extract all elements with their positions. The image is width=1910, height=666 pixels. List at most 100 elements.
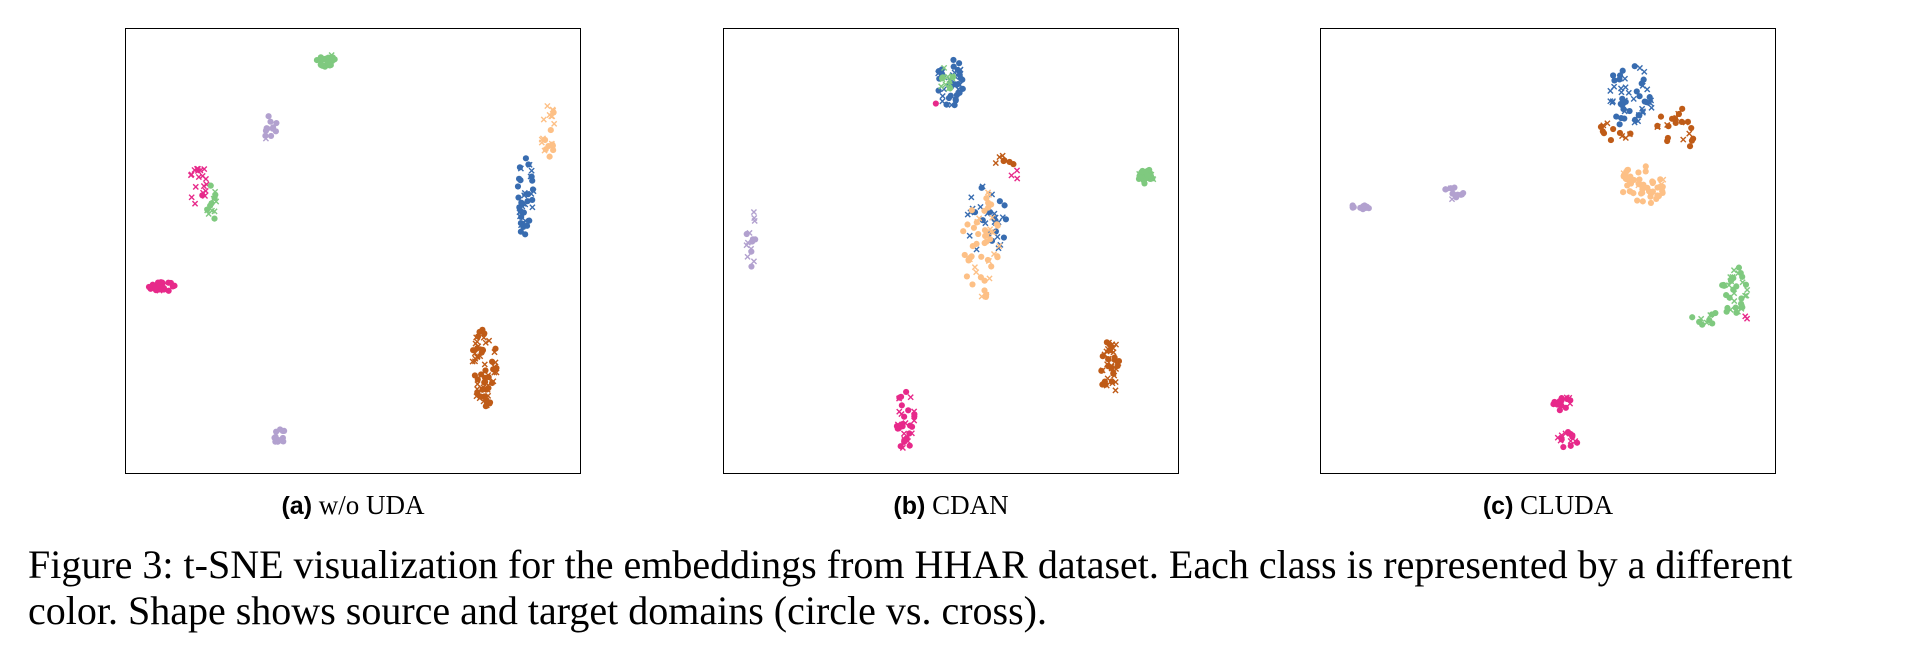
target-point-cross xyxy=(1675,110,1682,117)
source-point-circle xyxy=(1627,130,1634,137)
source-point-circle xyxy=(956,60,963,67)
point-cluster xyxy=(1550,394,1574,414)
point-cluster xyxy=(1554,428,1581,451)
target-point-cross xyxy=(482,339,489,346)
source-point-circle xyxy=(1636,93,1643,100)
source-point-circle xyxy=(961,251,968,259)
target-point-cross xyxy=(894,421,901,428)
point-cluster xyxy=(187,165,210,207)
target-point-cross xyxy=(1008,172,1015,179)
target-point-cross xyxy=(1630,95,1637,102)
subcaption-a: (a) w/o UDA xyxy=(125,490,581,521)
target-point-cross xyxy=(1566,400,1574,407)
target-point-cross xyxy=(957,66,964,73)
target-point-cross xyxy=(743,242,750,249)
source-point-circle xyxy=(983,195,990,202)
target-point-cross xyxy=(996,242,1003,250)
source-point-circle xyxy=(481,374,489,381)
target-point-cross xyxy=(899,444,906,451)
source-point-circle xyxy=(1141,180,1148,187)
source-point-circle xyxy=(1616,129,1624,136)
source-point-circle xyxy=(1098,367,1105,374)
source-point-circle xyxy=(939,74,946,81)
tsne-plot-wo-uda xyxy=(125,28,581,474)
source-point-circle xyxy=(1610,125,1617,133)
target-point-cross xyxy=(1567,437,1574,445)
source-point-circle xyxy=(1349,203,1356,211)
source-point-circle xyxy=(905,407,912,414)
target-point-cross xyxy=(201,165,208,173)
source-point-circle xyxy=(1610,72,1617,79)
source-point-circle xyxy=(1626,107,1633,115)
target-point-cross xyxy=(911,408,918,415)
source-point-circle xyxy=(898,402,905,409)
source-point-circle xyxy=(1607,136,1615,144)
target-point-cross xyxy=(973,269,980,276)
source-point-circle xyxy=(1357,204,1364,211)
source-point-circle xyxy=(319,62,326,69)
source-point-circle xyxy=(1642,168,1649,175)
source-point-circle xyxy=(1105,363,1112,370)
source-point-circle xyxy=(275,436,282,444)
source-point-circle xyxy=(985,204,992,211)
point-cluster xyxy=(1689,309,1719,328)
source-point-circle xyxy=(1742,281,1750,288)
source-point-circle xyxy=(279,427,286,435)
source-point-circle xyxy=(482,403,489,410)
source-point-circle xyxy=(981,227,989,234)
source-point-circle xyxy=(901,437,908,444)
target-point-cross xyxy=(996,153,1003,161)
source-point-circle xyxy=(1000,234,1008,241)
target-point-cross xyxy=(938,83,945,90)
source-point-circle xyxy=(514,183,522,190)
target-point-cross xyxy=(1622,84,1629,91)
target-point-cross xyxy=(994,233,1001,240)
target-point-cross xyxy=(469,358,476,365)
tsne-plot-cdan-canvas xyxy=(743,56,1157,451)
source-point-circle xyxy=(951,102,958,109)
point-cluster xyxy=(1349,202,1372,213)
source-point-circle xyxy=(1144,172,1151,180)
point-cluster xyxy=(1442,184,1467,203)
source-point-circle xyxy=(1735,264,1743,271)
source-point-circle xyxy=(1633,88,1640,95)
target-point-cross xyxy=(900,430,908,437)
source-point-circle xyxy=(208,200,215,207)
target-point-cross xyxy=(1112,387,1119,394)
target-point-cross xyxy=(551,120,558,127)
target-point-cross xyxy=(986,275,993,282)
target-point-cross xyxy=(1110,345,1117,352)
target-point-cross xyxy=(1639,82,1646,89)
point-cluster xyxy=(960,189,1003,301)
point-cluster xyxy=(1719,264,1751,316)
source-point-circle xyxy=(1654,122,1661,129)
source-point-circle xyxy=(963,273,971,280)
source-point-circle xyxy=(1611,77,1618,84)
source-point-circle xyxy=(957,75,964,82)
subcaption-c-label: (c) xyxy=(1482,492,1514,520)
source-point-circle xyxy=(1631,63,1638,70)
source-point-circle xyxy=(1619,95,1626,102)
source-point-circle xyxy=(1634,197,1641,204)
source-point-circle xyxy=(1664,134,1671,142)
source-point-circle xyxy=(968,207,975,214)
source-point-circle xyxy=(1560,443,1567,451)
source-point-circle xyxy=(981,277,988,284)
target-point-cross xyxy=(1727,274,1734,281)
source-point-circle xyxy=(1733,283,1740,290)
target-point-cross xyxy=(188,171,195,178)
source-point-circle xyxy=(522,155,529,162)
source-point-circle xyxy=(1657,113,1665,120)
source-point-circle xyxy=(969,243,976,250)
source-point-circle xyxy=(987,236,994,243)
source-point-circle xyxy=(1640,76,1647,83)
point-cluster xyxy=(1620,163,1667,207)
figure-caption: Figure 3: t-SNE visualization for the em… xyxy=(28,542,1793,633)
target-point-cross xyxy=(1557,437,1564,444)
source-point-circle xyxy=(1110,370,1117,377)
target-point-cross xyxy=(984,189,992,196)
source-point-circle xyxy=(1640,181,1647,188)
target-point-cross xyxy=(548,113,555,120)
source-point-circle xyxy=(1114,362,1121,370)
target-point-cross xyxy=(193,165,201,172)
